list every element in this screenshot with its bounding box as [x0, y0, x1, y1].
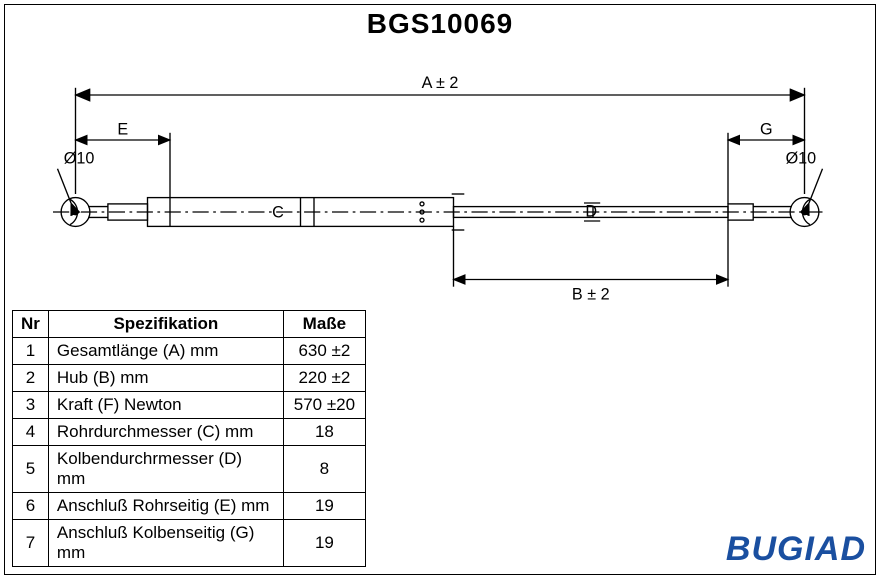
gas-strut-diagram: A ± 2 E G B ± 2 C D Ø10 Ø10: [0, 50, 880, 320]
cell-nr: 1: [13, 338, 49, 365]
cell-mass: 19: [283, 520, 365, 567]
brand-logo: BUGIAD: [726, 530, 866, 569]
table-row: 2Hub (B) mm220 ±2: [13, 365, 366, 392]
cell-mass: 630 ±2: [283, 338, 365, 365]
table-row: 7Anschluß Kolbenseitig (G) mm19: [13, 520, 366, 567]
cell-spec: Anschluß Rohrseitig (E) mm: [48, 493, 283, 520]
cell-mass: 220 ±2: [283, 365, 365, 392]
cell-nr: 5: [13, 446, 49, 493]
col-spec: Spezifikation: [48, 311, 283, 338]
cell-nr: 2: [13, 365, 49, 392]
svg-text:Ø10: Ø10: [786, 149, 817, 167]
svg-text:A ± 2: A ± 2: [422, 74, 459, 92]
svg-text:E: E: [117, 121, 128, 139]
cell-spec: Kolbendurchrmesser (D) mm: [48, 446, 283, 493]
col-nr: Nr: [13, 311, 49, 338]
cell-nr: 4: [13, 419, 49, 446]
cell-nr: 6: [13, 493, 49, 520]
table-row: 4Rohrdurchmesser (C) mm18: [13, 419, 366, 446]
table-row: 1Gesamtlänge (A) mm630 ±2: [13, 338, 366, 365]
svg-text:B ± 2: B ± 2: [572, 285, 610, 303]
table-row: 6Anschluß Rohrseitig (E) mm19: [13, 493, 366, 520]
table-row: 3Kraft (F) Newton570 ±20: [13, 392, 366, 419]
specification-table: Nr Spezifikation Maße 1Gesamtlänge (A) m…: [12, 310, 366, 567]
cell-spec: Hub (B) mm: [48, 365, 283, 392]
col-mass: Maße: [283, 311, 365, 338]
part-number-title: BGS10069: [0, 8, 880, 40]
svg-text:G: G: [760, 121, 773, 139]
cell-nr: 3: [13, 392, 49, 419]
cell-spec: Anschluß Kolbenseitig (G) mm: [48, 520, 283, 567]
cell-spec: Rohrdurchmesser (C) mm: [48, 419, 283, 446]
cell-spec: Gesamtlänge (A) mm: [48, 338, 283, 365]
svg-text:D: D: [585, 203, 597, 221]
cell-mass: 570 ±20: [283, 392, 365, 419]
cell-mass: 18: [283, 419, 365, 446]
table-header-row: Nr Spezifikation Maße: [13, 311, 366, 338]
table-row: 5Kolbendurchrmesser (D) mm8: [13, 446, 366, 493]
svg-text:Ø10: Ø10: [64, 149, 95, 167]
cell-nr: 7: [13, 520, 49, 567]
cell-spec: Kraft (F) Newton: [48, 392, 283, 419]
cell-mass: 8: [283, 446, 365, 493]
cell-mass: 19: [283, 493, 365, 520]
svg-text:C: C: [272, 203, 284, 221]
